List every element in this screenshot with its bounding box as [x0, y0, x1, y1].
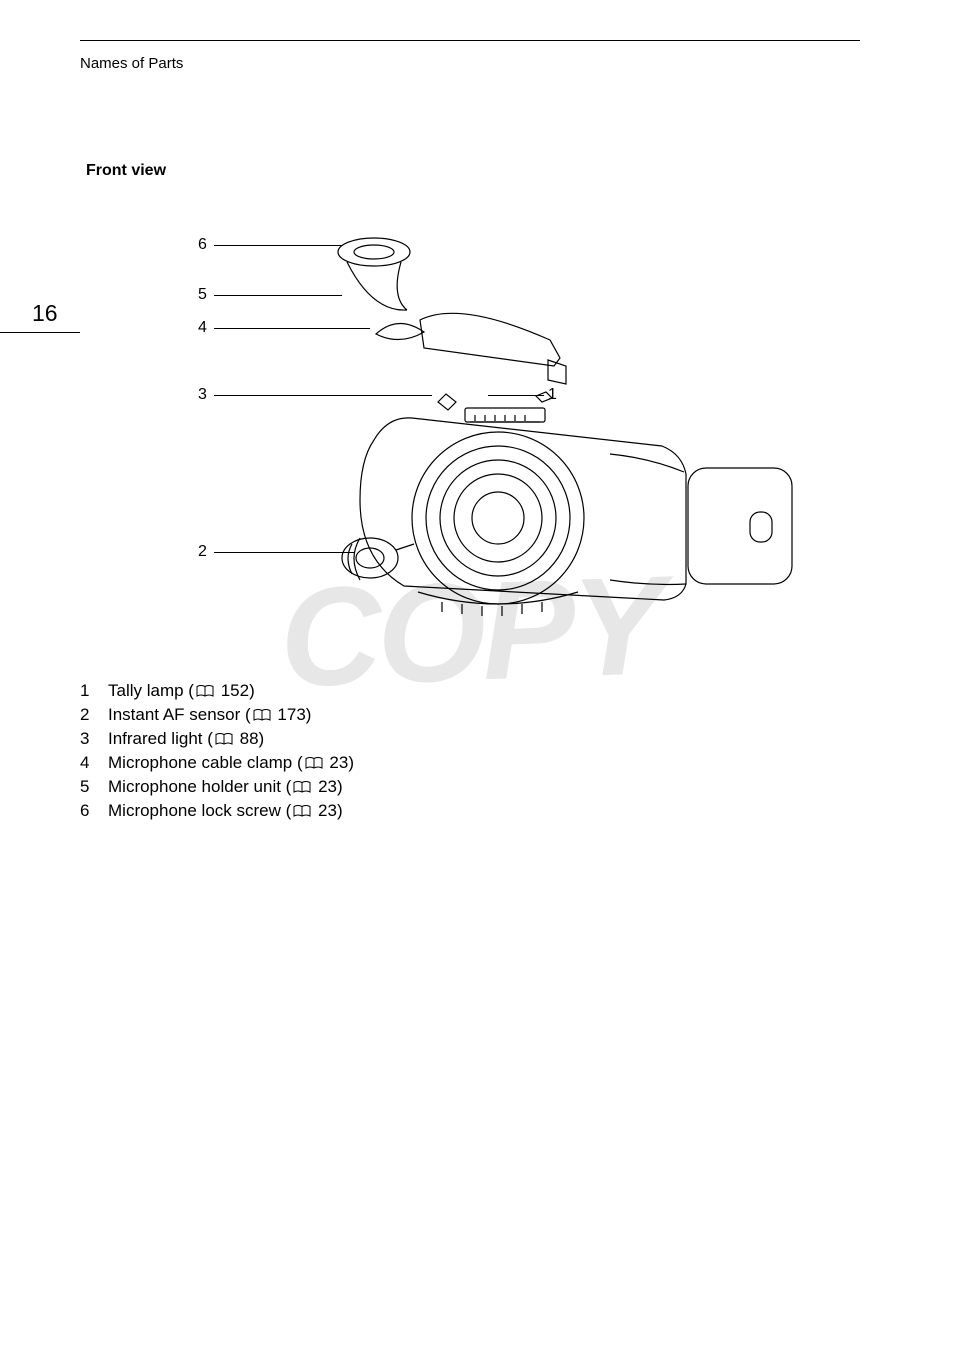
parts-list-label: Tally lamp ( 152) — [108, 680, 255, 702]
parts-list-label: Microphone holder unit ( 23) — [108, 776, 343, 798]
book-icon — [215, 733, 233, 746]
parts-list-row: 4Microphone cable clamp ( 23) — [80, 752, 860, 774]
label-pre: Microphone holder unit ( — [108, 777, 291, 796]
section-header: Names of Parts — [80, 55, 860, 72]
parts-list-label: Microphone cable clamp ( 23) — [108, 752, 354, 774]
book-icon — [253, 709, 271, 722]
page-ref: 152 — [221, 681, 249, 700]
parts-list: 1Tally lamp ( 152)2Instant AF sensor ( 1… — [80, 680, 860, 822]
label-post: ) — [249, 681, 255, 700]
parts-list-label: Infrared light ( 88) — [108, 728, 264, 750]
parts-list-number: 6 — [80, 800, 108, 822]
label-pre: Tally lamp ( — [108, 681, 194, 700]
header-rule — [80, 40, 860, 41]
callout-number: 4 — [198, 319, 207, 337]
page-ref: 23 — [318, 777, 337, 796]
label-post: ) — [337, 801, 343, 820]
parts-list-row: 3Infrared light ( 88) — [80, 728, 860, 750]
parts-list-row: 1Tally lamp ( 152) — [80, 680, 860, 702]
parts-list-label: Instant AF sensor ( 173) — [108, 704, 311, 726]
callout-number: 5 — [198, 286, 207, 304]
callout-number: 2 — [198, 543, 207, 561]
label-post: ) — [259, 729, 265, 748]
page-ref: 173 — [277, 705, 305, 724]
book-icon — [305, 757, 323, 770]
parts-list-label: Microphone lock screw ( 23) — [108, 800, 343, 822]
callout-number: 6 — [198, 236, 207, 254]
page-content: Names of Parts Front view 65432 1 — [80, 40, 860, 824]
book-icon — [293, 805, 311, 818]
parts-list-row: 6Microphone lock screw ( 23) — [80, 800, 860, 822]
parts-list-number: 1 — [80, 680, 108, 702]
page-number-rule — [0, 332, 80, 333]
sub-heading: Front view — [86, 162, 860, 180]
parts-list-number: 2 — [80, 704, 108, 726]
page-ref: 23 — [329, 753, 348, 772]
book-icon — [293, 781, 311, 794]
label-pre: Instant AF sensor ( — [108, 705, 251, 724]
label-post: ) — [348, 753, 354, 772]
label-post: ) — [337, 777, 343, 796]
label-pre: Microphone cable clamp ( — [108, 753, 303, 772]
camcorder-illustration — [310, 220, 810, 620]
book-icon — [196, 685, 214, 698]
page-ref: 88 — [240, 729, 259, 748]
parts-list-row: 5Microphone holder unit ( 23) — [80, 776, 860, 798]
label-pre: Microphone lock screw ( — [108, 801, 291, 820]
callout-number: 3 — [198, 386, 207, 404]
parts-list-number: 5 — [80, 776, 108, 798]
page-number: 16 — [32, 300, 58, 327]
label-post: ) — [306, 705, 312, 724]
figure-front-view: 65432 1 — [80, 220, 860, 620]
page-ref: 23 — [318, 801, 337, 820]
parts-list-number: 3 — [80, 728, 108, 750]
parts-list-row: 2Instant AF sensor ( 173) — [80, 704, 860, 726]
parts-list-number: 4 — [80, 752, 108, 774]
label-pre: Infrared light ( — [108, 729, 213, 748]
